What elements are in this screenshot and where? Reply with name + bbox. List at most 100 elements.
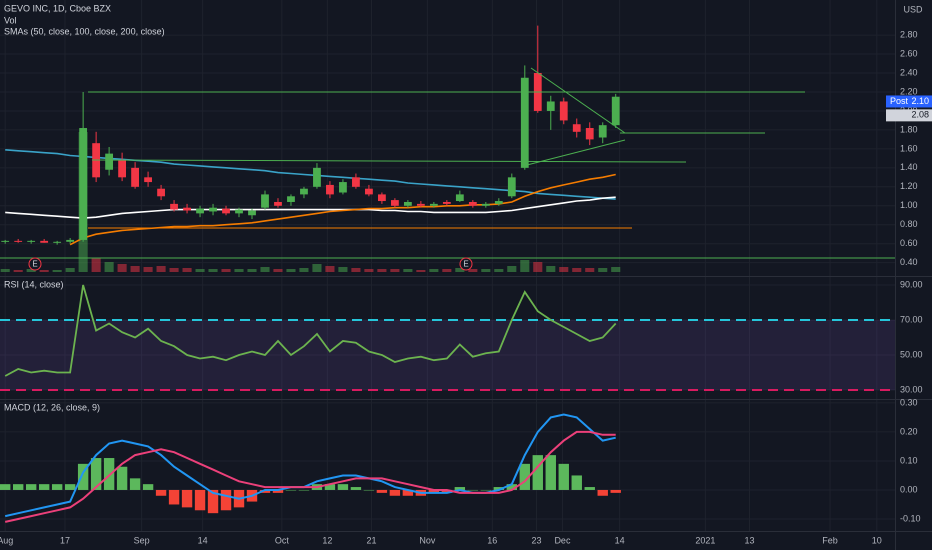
x-tick-label: 14 [615, 535, 625, 545]
candle-body [352, 177, 360, 187]
volume-bar [481, 269, 491, 272]
price-badge [886, 109, 932, 122]
candle-body [131, 167, 139, 187]
candle-body [235, 209, 243, 214]
y-tick-label: 1.20 [900, 181, 918, 191]
price-badge-label: 2.10 [911, 96, 929, 106]
volume-bar [143, 267, 153, 272]
candle-body [365, 188, 373, 195]
histogram-bar [51, 484, 63, 490]
volume-bar [520, 260, 530, 272]
volume-bar [507, 266, 517, 272]
y-tick-label: 0.80 [900, 219, 918, 229]
histogram-bar [363, 489, 375, 491]
histogram-bar [38, 484, 50, 490]
volume-bar [468, 269, 478, 272]
candle-body [209, 207, 217, 212]
sma-legend: SMAs (50, close, 100, close, 200, close) [4, 26, 165, 36]
histogram-bar [12, 484, 24, 490]
volume-bar [377, 269, 387, 272]
price-badge-label: 2.08 [911, 110, 929, 120]
candle-body [559, 101, 568, 121]
candle-body [79, 128, 88, 240]
volume-bar [442, 269, 452, 272]
y-tick-label: 0.30 [900, 397, 918, 407]
y-tick-label: 0.40 [900, 257, 918, 267]
volume-bar [234, 269, 244, 272]
volume-bar [39, 270, 49, 272]
volume-bar [52, 270, 62, 272]
histogram-bar [285, 489, 297, 491]
candle-body [494, 201, 503, 204]
event-marker [459, 257, 473, 271]
candle-body [313, 167, 321, 187]
candle-body [481, 203, 490, 206]
x-tick-label: 10 [872, 535, 882, 545]
y-tick-label: 2.60 [900, 48, 918, 58]
x-tick-label: 12 [322, 535, 332, 545]
x-tick-label: 21 [367, 535, 377, 545]
candle-body [300, 188, 308, 195]
candle-body [222, 208, 230, 214]
volume-bar [273, 269, 283, 272]
candle-body [118, 160, 127, 178]
histogram-bar [116, 466, 128, 490]
x-tick-label: 14 [198, 535, 208, 545]
y-tick-label: 1.40 [900, 162, 918, 172]
histogram-bar [584, 487, 595, 490]
y-tick-label: 0.20 [900, 426, 918, 436]
candle-body [455, 194, 464, 202]
histogram-bar [454, 487, 466, 490]
histogram-bar [519, 463, 530, 490]
candle-body [585, 128, 594, 140]
histogram-bar [545, 455, 556, 490]
volume-bar [546, 266, 556, 272]
histogram-bar [207, 489, 219, 514]
x-tick-label: Feb [822, 535, 838, 545]
volume-bar [455, 268, 465, 272]
x-tick-label: 23 [531, 535, 541, 545]
histogram-bar [571, 475, 582, 490]
histogram-bar [597, 489, 608, 496]
marks-layer [0, 25, 895, 523]
candle-body [261, 194, 269, 208]
histogram-bar [441, 489, 453, 493]
x-tick-label: Oct [275, 535, 290, 545]
candle-body [416, 203, 425, 206]
volume-bar [91, 258, 101, 272]
candle-body [248, 210, 256, 216]
triangle-line [526, 139, 626, 166]
histogram-bar [220, 489, 232, 511]
histogram-bar [129, 478, 141, 490]
histogram-bar [324, 484, 336, 490]
volume-bar [364, 269, 374, 272]
y-tick-label: 2.80 [900, 29, 918, 39]
histogram-bar [467, 489, 479, 491]
histogram-bar [480, 489, 492, 491]
y-tick-label: 50.00 [900, 349, 923, 359]
y-tick-label: 90.00 [900, 279, 923, 289]
x-tick-label: 17 [60, 535, 70, 545]
rsi-legend: RSI (14, close) [4, 279, 64, 289]
histogram-bar [181, 489, 193, 508]
volume-bar [26, 269, 36, 272]
y-tick-label: 1.80 [900, 124, 918, 134]
volume-bar [312, 264, 322, 272]
volume-bar [156, 266, 166, 272]
line [4, 413, 616, 518]
histogram-bar [25, 484, 37, 490]
histogram-bar [64, 484, 76, 490]
volume-bar [572, 268, 582, 272]
candle-body [157, 188, 165, 197]
volume-bar [104, 262, 114, 272]
trend-line [91, 159, 687, 163]
triangle-line [530, 67, 626, 134]
candle-body [429, 203, 438, 206]
histogram-bar [402, 489, 414, 496]
histogram-bar [428, 489, 440, 493]
volume-bar [0, 269, 10, 272]
event-marker [28, 257, 42, 271]
volume-bar [299, 268, 309, 272]
candle-body [144, 177, 152, 183]
histogram-bar [610, 489, 621, 493]
